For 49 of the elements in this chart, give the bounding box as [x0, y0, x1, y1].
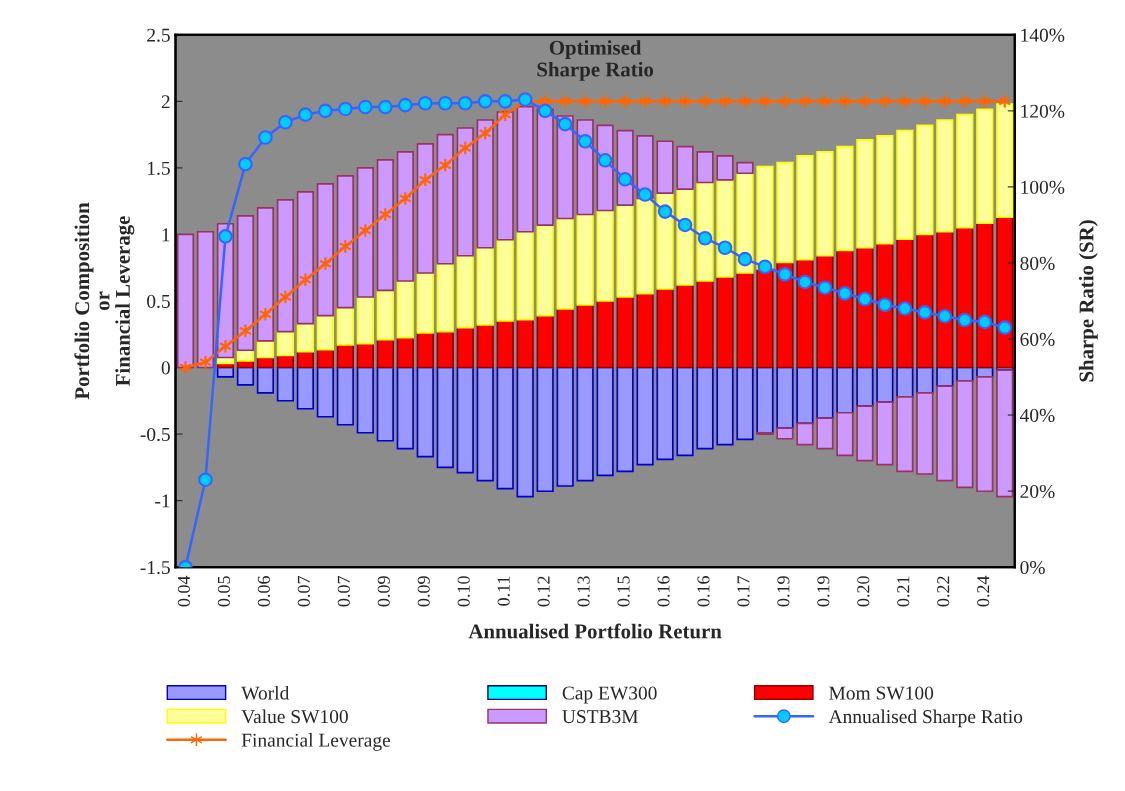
- y2-tick-label: 140%: [1021, 28, 1065, 42]
- y-tick-label: 0: [161, 361, 170, 375]
- y-tick-label: 0.5: [147, 294, 170, 308]
- y-tick-label: -0.5: [140, 427, 170, 442]
- x-tick-label: 0.22: [937, 576, 950, 607]
- x-tick-label: 0.10: [457, 576, 470, 607]
- x-tick-label: 0.17: [737, 576, 750, 607]
- x-tick-label: 0.21: [897, 576, 910, 607]
- y-axis-title: Portfolio Composition or Financial Leverage: [74, 202, 135, 400]
- x-tick-label: 0.06: [257, 576, 271, 607]
- legend-label: USTB3M: [562, 710, 638, 724]
- legend-label: Mom SW100: [829, 686, 934, 700]
- y-tick-label: -1: [155, 494, 170, 508]
- x-tick-label: 0.24: [977, 575, 990, 607]
- y-tick-label: 2: [161, 95, 170, 109]
- y-tick-label: 1: [162, 228, 170, 242]
- x-tick-label: 0.09: [417, 576, 430, 607]
- x-tick-label: 0.12: [537, 576, 550, 607]
- x-tick-label: 0.13: [577, 576, 590, 607]
- y2-tick-label: 60%: [1020, 332, 1055, 346]
- y2-tick-label: 120%: [1021, 104, 1065, 118]
- legend-label: Annualised Sharpe Ratio: [828, 709, 1023, 728]
- x-tick-label: 0.16: [697, 576, 710, 607]
- x-tick-label: 0.09: [377, 576, 390, 607]
- legend-label: Cap EW300: [562, 686, 657, 704]
- legend-label: World: [241, 685, 290, 700]
- y-tick-label: 2.5: [147, 28, 170, 42]
- y2-axis-title: Sharpe Ratio (SR): [1078, 220, 1098, 382]
- x-tick-label: 0.19: [817, 576, 830, 607]
- x-tick-label: 0.19: [777, 576, 790, 607]
- x-tick-label: 0.11: [497, 576, 510, 606]
- x-tick-label: 0.16: [657, 576, 670, 607]
- x-tick-label: 0.07: [337, 576, 350, 607]
- y2-tick-label: 0%: [1020, 560, 1045, 575]
- x-tick-label: 0.20: [857, 576, 870, 607]
- y2-tick-label: 100%: [1021, 180, 1065, 194]
- y-tick-label: 1.5: [148, 161, 170, 175]
- x-tick-label: 0.04: [177, 575, 191, 607]
- x-axis-title: Annualised Portfolio Return: [468, 623, 722, 639]
- annotation: Optimised Sharpe Ratio: [537, 40, 654, 81]
- y2-tick-label: 20%: [1020, 484, 1055, 499]
- x-tick-label: 0.05: [217, 576, 231, 607]
- y-tick-label: -1.5: [140, 561, 170, 575]
- legend-label: Value SW100: [241, 709, 348, 724]
- y2-tick-label: 40%: [1019, 408, 1055, 423]
- legend-label: Financial Leverage: [241, 733, 391, 751]
- y2-tick-label: 80%: [1020, 256, 1055, 270]
- x-tick-label: 0.15: [617, 576, 630, 607]
- x-tick-label: 0.07: [297, 576, 310, 607]
